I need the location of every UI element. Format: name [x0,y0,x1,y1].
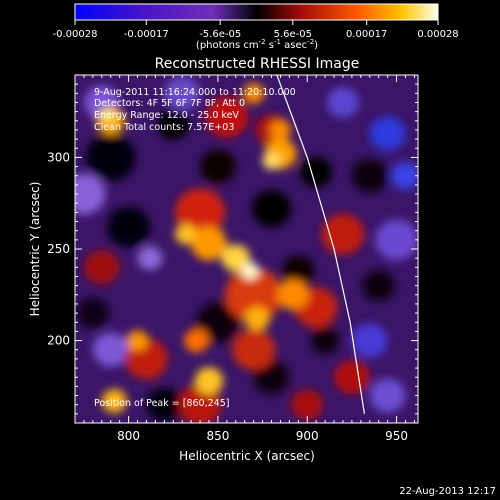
heatmap-blob [251,190,292,228]
colorbar-ticks: -0.00028 -0.00017 -5.6e-05 5.6e-05 0.00017 0.… [53,20,459,40]
heatmap-blob [221,244,251,272]
heatmap-blob [242,83,265,104]
heatmap-blob [326,87,360,118]
heatmap-blob [175,188,226,237]
heatmap-blob [85,133,136,182]
x-tick-label: 850 [206,429,229,443]
x-axis-ticks: 800 850 900 950 [83,75,415,443]
heatmap-blob [164,76,201,111]
heatmap-blob [291,389,324,420]
heatmap-blob [183,328,209,353]
colorbar-tick-label: -0.00028 [53,29,98,40]
heatmap-blob [262,152,281,170]
x-tick-label: 950 [385,429,408,443]
heatmap-blob [196,301,240,343]
annotation-line: 9-Aug-2011 11:16:24.000 to 11:20:10.000 [94,87,296,98]
heatmap-blob [253,360,290,395]
heatmap-blob [83,250,120,285]
y-axis-label: Heliocentric Y (arcsec) [28,182,42,317]
chart-title: Reconstructed RHESSI Image [155,56,360,72]
heatmap-blob [225,267,283,322]
y-tick-label: 250 [47,242,70,256]
heatmap-blob [310,327,340,355]
heatmap-blob [362,270,395,301]
heatmap-blob [146,387,183,422]
colorbar: -0.00028 -0.00017 -5.6e-05 5.6e-05 0.00017 0.… [53,3,459,51]
heatmap-blob [276,279,310,311]
heatmap-blob [137,246,163,271]
heatmap-blob [391,162,418,190]
heatmap-blob [334,360,370,395]
colorbar-tick-label: 0.00017 [346,29,387,40]
heatmap-blob [194,367,224,395]
heatmap-blob [100,108,115,123]
heatmap-blob [244,306,270,331]
x-tick-label: 800 [117,429,140,443]
heatmap-blob [92,332,129,367]
colorbar-units-label: (photons cm-2 s-1 asec-2) [196,38,318,51]
heatmap-blob [101,389,127,413]
heatmap-blob [300,156,333,188]
colorbar-tick-label: -0.00017 [124,29,169,40]
heatmap-blob [241,262,260,280]
heatmap-blob [369,378,406,413]
annotations: 9-Aug-2011 11:16:24.000 to 11:20:10.000D… [94,87,296,409]
x-tick-label: 900 [296,429,319,443]
heatmap-blob [126,330,149,351]
heatmap-blob [191,226,227,261]
heatmap-blob [157,109,190,140]
solar-limb-arc [276,75,365,414]
heatmap-blob [269,119,292,141]
heatmap-image [75,75,418,423]
heatmap-blob [200,149,236,184]
footer-timestamp: 22-Aug-2013 12:17 [399,486,496,497]
heatmap-blob [175,224,197,245]
y-axis-ticks: 200 250 300 [47,83,418,415]
peak-position-label: Position of Peak = [860,245] [94,398,229,409]
y-tick-label: 200 [47,334,70,348]
annotation-line: Clean Total counts: 7.57E+03 [94,122,234,133]
colorbar-tick-label: 0.00028 [417,29,458,40]
heatmap-blob [232,329,276,371]
heatmap-blob [282,255,315,287]
heatmap-blob [369,116,406,151]
heatmap-blob [205,96,249,138]
colorbar-tick-label: -5.6e-05 [199,29,241,40]
y-tick-label: 300 [47,150,70,164]
annotation-line: Detectors: 4F 5F 6F 7F 8F, Att 0 [94,98,245,109]
heatmap-blob [107,206,151,248]
x-axis-label: Heliocentric X (arcsec) [179,449,315,463]
colorbar-gradient [74,3,439,21]
colorbar-tick-label: 5.6e-05 [274,29,312,40]
heatmap-blob [321,213,365,255]
heatmap-blob [75,173,106,215]
heatmap-blob [76,297,109,329]
heatmap-blob [375,219,418,261]
annotation-line: Energy Range: 12.0 - 25.0 keV [94,110,239,121]
heatmap-blob [351,323,388,358]
heatmap-blob [351,158,388,193]
